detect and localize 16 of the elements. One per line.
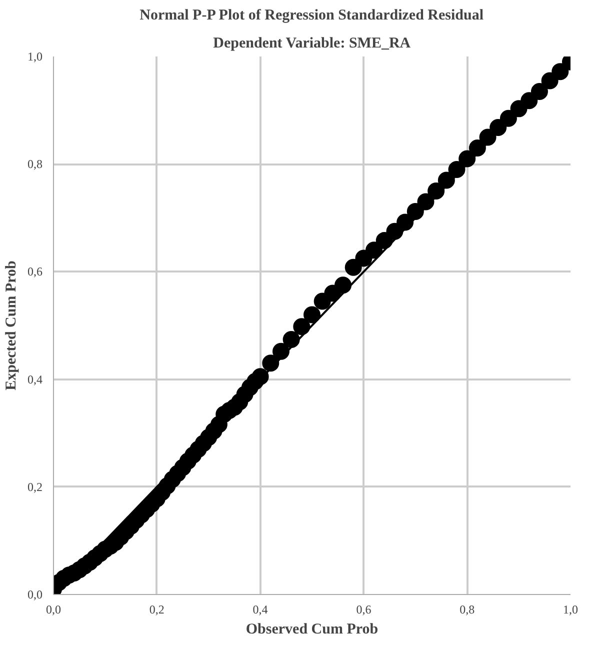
x-tick-label: 0,4 — [252, 602, 268, 616]
y-tick-label: 0,8 — [28, 157, 42, 172]
y-tick-label: 1,0 — [28, 50, 42, 64]
x-tick-label: 1,0 — [563, 602, 578, 616]
x-tick-label: 0,6 — [356, 602, 372, 616]
y-tick-label: 0,4 — [28, 372, 42, 386]
x-tick-label: 0,8 — [460, 602, 475, 616]
y-tick-label: 0,6 — [28, 264, 42, 279]
x-tick-label: 0,0 — [46, 602, 61, 616]
x-tick-label: 0,2 — [149, 602, 164, 616]
y-axis-title: Expected Cum Prob — [4, 260, 20, 390]
x-axis-title: Observed Cum Prob — [246, 622, 378, 638]
chart-title: Normal P-P Plot of Regression Standardized Residual — [140, 8, 484, 24]
chart-subtitle: Dependent Variable: SME_RA — [213, 36, 411, 52]
y-tick-label: 0,2 — [28, 480, 42, 494]
y-tick-label: 0,0 — [28, 588, 42, 602]
